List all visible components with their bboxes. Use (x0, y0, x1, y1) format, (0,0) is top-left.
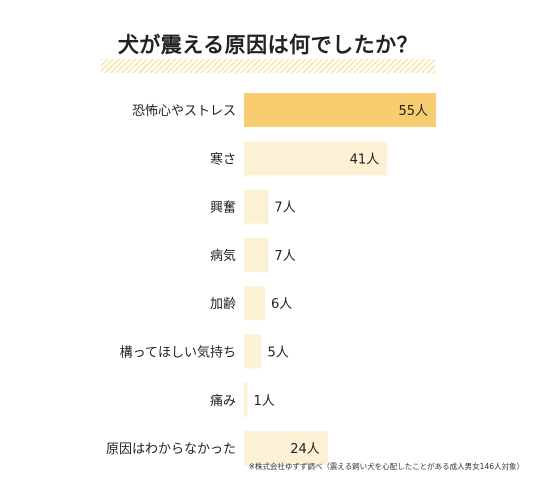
category-label: 恐怖心やストレス (132, 103, 236, 119)
category-label: 興奮 (210, 201, 236, 216)
value-label: 55人 (398, 104, 428, 119)
bar (244, 93, 436, 127)
category-label: 原因はわからなかった (106, 442, 236, 457)
value-label: 41人 (350, 152, 380, 167)
category-label: 痛み (210, 393, 236, 409)
category-label: 病気 (210, 248, 236, 264)
bar (244, 334, 262, 369)
value-label: 7人 (274, 201, 295, 216)
value-label: 1人 (253, 394, 274, 409)
value-label: 7人 (274, 249, 295, 264)
category-label: 構ってほしい気持ち (120, 345, 236, 361)
title-underline (101, 59, 435, 73)
bar (244, 237, 269, 272)
bar (244, 189, 269, 224)
title-wrap: 犬が震える原因は何でしたか？ (0, 30, 536, 60)
category-label: 寒さ (210, 151, 236, 167)
value-label: 24人 (290, 442, 320, 457)
source-note: ※株式会社ゆずず調べ（震える飼い犬を心配したことがある成人男女146人対象） (248, 462, 524, 471)
value-label: 5人 (267, 346, 288, 361)
value-label: 6人 (271, 297, 292, 312)
bar (244, 382, 248, 417)
bar (244, 286, 265, 321)
bar (244, 141, 388, 176)
category-label: 加齢 (210, 297, 236, 312)
bar (244, 431, 328, 466)
chart-title: 犬が震える原因は何でしたか？ (117, 33, 419, 57)
